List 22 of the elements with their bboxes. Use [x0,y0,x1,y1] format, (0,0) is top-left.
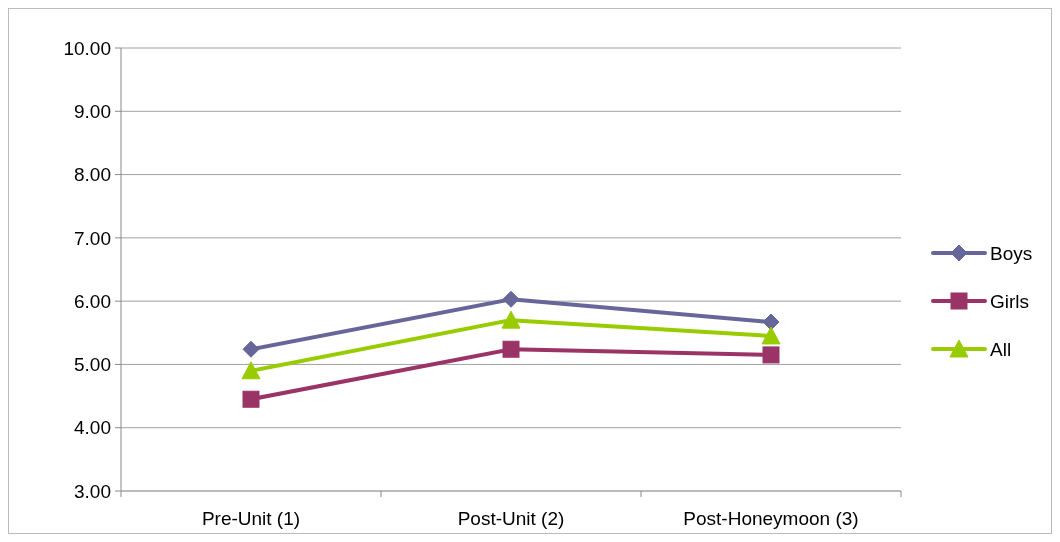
y-tick-label: 4.00 [74,417,111,439]
point [502,340,520,358]
point [241,361,261,380]
legend-label: All [990,338,1012,360]
point [762,346,780,364]
x-tick-label: Pre-Unit (1) [201,508,301,529]
y-tick-label: 10.00 [63,37,111,59]
legend-label: Boys [990,242,1033,264]
x-tick-label: Post-Honeymoon (3) [683,508,859,529]
point [761,326,781,345]
x-tick-label: Post-Unit (2) [457,508,565,529]
point [242,390,260,408]
point [501,310,521,329]
legend-label: Girls [990,290,1030,312]
y-tick-label: 9.00 [74,100,111,122]
y-tick-label: 8.00 [74,164,111,186]
point [502,290,520,308]
y-tick-label: 3.00 [74,480,111,502]
y-tick-label: 6.00 [74,290,111,312]
y-tick-label: 5.00 [74,354,111,376]
point [242,340,260,358]
y-tick-label: 7.00 [74,227,111,249]
